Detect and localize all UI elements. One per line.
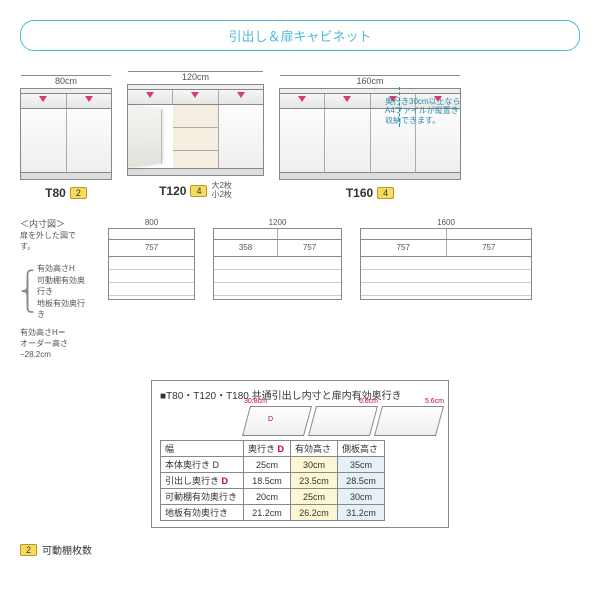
spec-row-label: 引出し奥行き D: [161, 473, 244, 489]
spec-table-wrap: ■T80・T120・T180 共通引出し内寸と扉内有効奥行き 30.8cm D …: [151, 380, 449, 528]
internal-diagram: 1600 757757: [360, 218, 532, 300]
spec-mini-drawings: 30.8cm D 6.6cm 5.6cm: [246, 406, 440, 436]
model-name: T160: [346, 186, 373, 200]
spec-table: 幅奥行き D有効高さ側板高さ本体奥行き D25cm30cm35cm引出し奥行き …: [160, 440, 385, 521]
model-row: T80 2: [45, 186, 87, 200]
legend-badge-num: 2: [26, 545, 31, 555]
model-row: T120 4 大2枚 小2枚: [159, 182, 232, 200]
label-h-formula: 有効高さH＝ オーダー高さ −28.2cm: [20, 327, 90, 361]
mini-label: D: [268, 416, 273, 423]
spec-cell: 35cm: [338, 457, 385, 473]
spec-cell: 20cm: [244, 489, 291, 505]
shelf-badge: 4: [190, 185, 207, 197]
spec-cell: 28.5cm: [338, 473, 385, 489]
spec-cell: 30cm: [338, 489, 385, 505]
spec-header: 有効高さ: [291, 441, 338, 457]
spec-header: 奥行き D: [244, 441, 291, 457]
spec-header: 側板高さ: [338, 441, 385, 457]
internal-cell: 757: [361, 240, 447, 256]
legend-text: 可動棚枚数: [42, 542, 92, 557]
model-note: 大2枚 小2枚: [211, 182, 231, 200]
model-name: T120: [159, 184, 186, 198]
spec-cell: 21.2cm: [244, 505, 291, 521]
cabinet-block: 80cm T80 2: [20, 75, 112, 200]
callout-note: 奥行き30cm以上ならA4ファイルが縦置き収納できます。: [385, 97, 465, 126]
mini-label: 30.8cm: [244, 398, 267, 405]
internal-row: ＜内寸図＞ 扉を外した図です。 ⎧⎨⎩ 有効高さH 可動棚有効奥行き 地板有効奥…: [20, 218, 580, 360]
model-row: T160 4: [346, 186, 394, 200]
spec-cell: 31.2cm: [338, 505, 385, 521]
spec-cell: 23.5cm: [291, 473, 338, 489]
width-label: 80cm: [21, 75, 111, 86]
spec-cell: 30cm: [291, 457, 338, 473]
internal-diagram: 1200 358757: [213, 218, 342, 300]
spec-cell: 25cm: [244, 457, 291, 473]
width-label: 120cm: [128, 71, 263, 82]
spec-cell: 25cm: [291, 489, 338, 505]
internal-width-label: 1200: [213, 218, 342, 227]
internal-cell: 757: [278, 240, 341, 256]
cabinet-block: 120cm T120 4 大2枚 小2枚: [127, 71, 264, 200]
spec-header: 幅: [161, 441, 244, 457]
internal-cell: 358: [214, 240, 278, 256]
width-label: 160cm: [280, 75, 460, 86]
spec-row-label: 地板有効奥行き: [161, 505, 244, 521]
spec-cell: 26.2cm: [291, 505, 338, 521]
cabinet-block: 160cmT1604奥行き30cm以上ならA4ファイルが縦置き収納できます。: [279, 75, 461, 200]
legend: 2 可動棚枚数: [20, 542, 580, 557]
spec-cell: 18.5cm: [244, 473, 291, 489]
section-title: 引出し＆扉キャビネット: [20, 20, 580, 51]
model-name: T80: [45, 186, 66, 200]
cabinet-row: 80cm T80 2 120cm T120 4 大2枚 小2枚 160cm T160 4 奥行き30…: [20, 71, 580, 200]
spec-row-label: 本体奥行き D: [161, 457, 244, 473]
shelf-badge: 2: [70, 187, 87, 199]
shelf-badge: 4: [377, 187, 394, 199]
internal-sub: 扉を外した図です。: [20, 230, 90, 252]
cabinet-diagram: [127, 84, 264, 176]
mini-label: 5.6cm: [425, 398, 444, 405]
mini-label: 6.6cm: [359, 398, 378, 405]
legend-badge: 2: [20, 544, 37, 556]
spec-row-label: 可動棚有効奥行き: [161, 489, 244, 505]
label-shelf-depth: 可動棚有効奥行き: [37, 275, 90, 297]
label-h: 有効高さH: [37, 263, 90, 274]
internal-diagram: 800 757: [108, 218, 195, 300]
internal-cell: 757: [109, 240, 194, 256]
internal-caption: ＜内寸図＞: [20, 218, 90, 231]
label-base-depth: 地板有効奥行き: [37, 298, 90, 320]
internal-side-labels: ＜内寸図＞ 扉を外した図です。 ⎧⎨⎩ 有効高さH 可動棚有効奥行き 地板有効奥…: [20, 218, 90, 360]
cabinet-diagram: [20, 88, 112, 180]
spec-title: ■T80・T120・T180 共通引出し内寸と扉内有効奥行き: [160, 387, 440, 402]
internal-width-label: 1600: [360, 218, 532, 227]
internal-width-label: 800: [108, 218, 195, 227]
internal-cell: 757: [447, 240, 532, 256]
